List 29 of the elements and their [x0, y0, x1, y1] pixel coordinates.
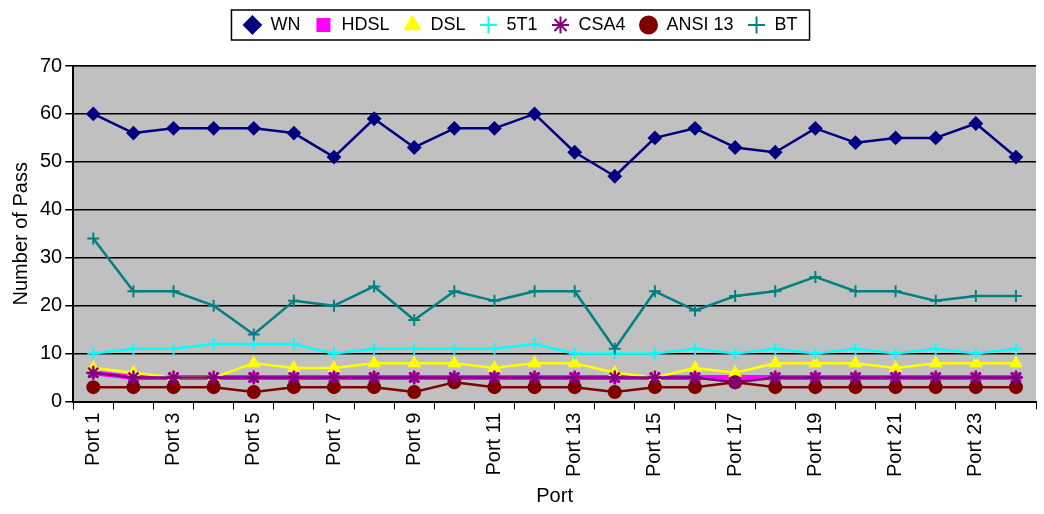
y-tick-label: 70 — [40, 53, 63, 76]
x-tick-label: Port 5 — [241, 412, 264, 466]
legend-label: HDSL — [341, 13, 390, 34]
x-tick-label: Port 19 — [802, 412, 825, 477]
x-tick-label: Port 23 — [963, 412, 986, 477]
x-tick-label: Port 11 — [481, 412, 504, 476]
legend-label: CSA4 — [578, 13, 626, 34]
x-tick-label: Port 3 — [161, 412, 184, 466]
x-tick-label: Port 13 — [562, 412, 585, 477]
legend-label: ANSI 13 — [666, 13, 734, 34]
x-tick-label: Port 1 — [80, 412, 103, 466]
y-tick-label: 20 — [40, 293, 63, 316]
legend-label: DSL — [430, 13, 466, 34]
y-axis-title: Number of Pass — [8, 162, 31, 306]
y-tick-label: 50 — [40, 149, 63, 172]
x-tick-label: Port 7 — [321, 412, 344, 466]
y-tick-label: 60 — [40, 101, 63, 124]
y-tick-label: 40 — [40, 197, 63, 220]
legend-label: BT — [774, 13, 798, 34]
legend-label: WN — [270, 13, 301, 34]
y-tick-label: 0 — [51, 389, 63, 412]
x-axis-title: Port — [536, 483, 574, 506]
x-tick-label: Port 17 — [722, 412, 745, 477]
legend-label: 5T1 — [506, 13, 538, 34]
y-tick-label: 10 — [40, 341, 63, 364]
y-tick-label: 30 — [40, 245, 63, 268]
x-tick-label: Port 21 — [883, 412, 906, 477]
x-tick-label: Port 15 — [642, 412, 665, 477]
x-tick-label: Port 9 — [401, 412, 424, 466]
